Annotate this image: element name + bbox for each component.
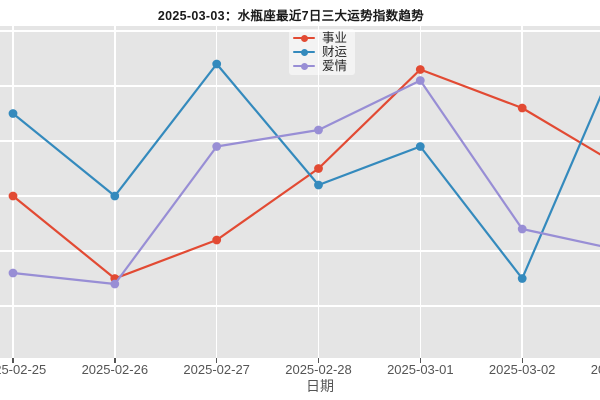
legend-marker — [293, 48, 315, 56]
series-point — [415, 142, 425, 151]
series-point — [314, 125, 323, 135]
series-line — [12, 62, 600, 280]
legend-item: 财运 — [293, 45, 347, 59]
legend-marker-dot — [300, 48, 308, 56]
series-point — [110, 191, 120, 201]
legend: 事业 财运 爱情 — [289, 29, 356, 75]
x-tick — [12, 358, 14, 363]
series-point — [212, 142, 222, 151]
legend-item-label: 事业 — [322, 31, 348, 45]
series-point — [212, 235, 222, 245]
series-line — [12, 79, 600, 286]
x-tick-label: 2025-03-03 — [590, 362, 600, 377]
v-gridline — [419, 26, 422, 358]
x-tick — [216, 358, 218, 363]
v-gridline — [521, 26, 523, 358]
h-gridline — [0, 250, 600, 252]
series-point — [517, 103, 527, 113]
v-gridline — [317, 26, 320, 358]
legend-marker-dot — [300, 34, 308, 42]
series-line — [12, 68, 600, 280]
x-tick-label: 2025-03-02 — [488, 362, 556, 377]
legend-item-label: 财运 — [322, 45, 348, 59]
x-tick-label: 2025-02-25 — [0, 362, 47, 377]
legend-item: 爱情 — [293, 59, 347, 73]
x-tick — [521, 358, 523, 363]
legend-marker — [293, 62, 315, 70]
x-tick — [114, 358, 116, 363]
legend-marker — [293, 34, 315, 42]
series-point — [212, 59, 222, 69]
x-tick — [419, 358, 422, 363]
series-point — [314, 164, 323, 173]
x-tick-label: 2025-02-27 — [183, 362, 250, 377]
series-point — [415, 76, 425, 85]
series-point — [8, 109, 18, 118]
series-point — [8, 191, 18, 201]
x-axis-title: 日期 — [306, 378, 334, 394]
h-gridline — [0, 195, 600, 197]
h-gridline — [0, 140, 600, 142]
series-canvas — [8, 59, 600, 289]
legend-marker-dot — [300, 62, 308, 70]
x-tick-label: 2025-03-01 — [387, 362, 454, 377]
x-tick-label: 2025-02-26 — [81, 362, 149, 377]
x-tick-label: 2025-02-28 — [285, 362, 352, 377]
series-point — [314, 180, 323, 190]
h-gridline — [0, 305, 600, 307]
legend-item: 事业 — [293, 31, 347, 45]
series-point — [415, 65, 425, 74]
series-point — [110, 279, 120, 289]
series-point — [517, 274, 527, 283]
x-tick — [317, 358, 320, 363]
series-point — [517, 224, 527, 234]
legend-item-label: 爱情 — [322, 59, 348, 73]
plot-area: 事业 财运 爱情 — [0, 26, 600, 358]
v-gridline — [215, 26, 218, 358]
series-point — [8, 268, 18, 278]
chart-title: 2025-03-03：水瓶座最近7日三大运势指数趋势 — [157, 9, 425, 23]
h-gridline — [0, 85, 600, 87]
